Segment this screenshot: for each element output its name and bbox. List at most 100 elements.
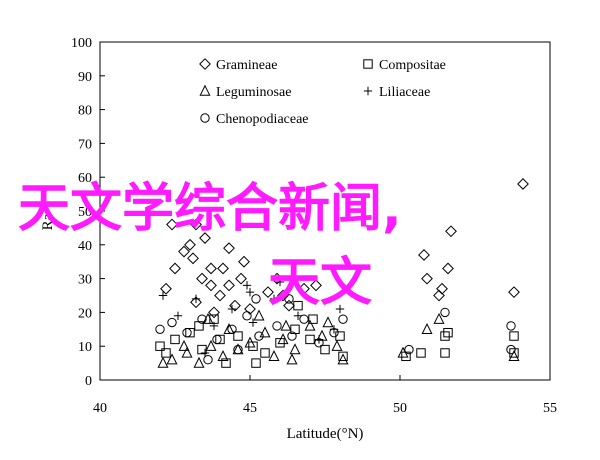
x-axis-title: Latitude(°N): [287, 426, 364, 442]
legend: Gramineae Compositae Leguminosae Liliaceae C…: [199, 58, 446, 127]
compositae-point: [221, 358, 231, 368]
compositae-point: [155, 341, 165, 351]
chenopodiaceae-point: [233, 344, 243, 355]
legend-marker-leguminosae: [199, 84, 211, 96]
series-leguminosae: [157, 309, 520, 368]
y-tick-label: 60: [78, 171, 92, 186]
liliaceae-point: [173, 311, 183, 320]
gramineae-point: [262, 286, 274, 299]
x-tick-label: 50: [393, 401, 407, 416]
gramineae-point: [160, 282, 172, 295]
leguminosae-point: [157, 356, 169, 368]
chenopodiaceae-point: [167, 317, 177, 328]
y-tick-label: 40: [78, 239, 92, 254]
series-compositae: [155, 300, 519, 368]
gramineae-point: [235, 272, 247, 285]
leguminosae-point: [223, 322, 235, 334]
chenopodiaceae-point: [203, 355, 213, 365]
liliaceae-point: [275, 277, 285, 287]
y-tick-label: 70: [78, 137, 92, 152]
x-tick-label: 55: [543, 401, 557, 416]
compositae-point: [509, 348, 519, 358]
series-chenopodiaceae: [155, 294, 516, 365]
leguminosae-point: [202, 312, 214, 324]
gramineae-point: [433, 289, 445, 302]
leguminosae-point: [421, 322, 433, 334]
gramineae-point: [205, 262, 217, 275]
data-points: [155, 178, 529, 368]
legend-marker-gramineae: [199, 58, 211, 70]
chenopodiaceae-point: [197, 314, 207, 324]
chenopodiaceae-point: [254, 331, 264, 341]
compositae-point: [305, 334, 315, 345]
legend-label-liliaceae: Liliaceae: [379, 85, 430, 100]
leguminosae-point: [178, 339, 190, 351]
leguminosae-point: [193, 356, 205, 368]
liliaceae-point: [245, 287, 255, 297]
liliaceae-point: [335, 304, 345, 314]
gramineae-point: [187, 252, 199, 265]
liliaceae-point: [200, 348, 210, 358]
legend-marker-compositae: [363, 59, 373, 69]
leguminosae-point: [166, 353, 178, 365]
liliaceae-point: [227, 304, 237, 314]
legend-label-chenopodiaceae: Chenopodiaceae: [216, 112, 309, 127]
gramineae-point: [166, 218, 178, 231]
chenopodiaceae-point: [227, 324, 237, 334]
series-liliaceae: [158, 277, 345, 358]
leguminosae-point: [259, 326, 271, 338]
liliaceae-point: [158, 291, 168, 300]
leguminosae-point: [181, 346, 193, 358]
gramineae-point: [190, 296, 202, 309]
series-gramineae: [160, 178, 529, 319]
compositae-point: [251, 358, 261, 368]
legend-label-leguminosae: Leguminosae: [216, 85, 291, 100]
liliaceae-point: [242, 281, 252, 290]
y-tick-label: 90: [78, 70, 92, 85]
gramineae-point: [217, 262, 229, 275]
leguminosae-point: [508, 350, 520, 362]
leguminosae-point: [205, 339, 217, 351]
x-tick-label: 45: [243, 401, 257, 416]
gramineae-point: [271, 272, 283, 285]
gramineae-point: [238, 255, 250, 268]
chenopodiaceae-point: [242, 311, 252, 321]
compositae-point: [185, 327, 195, 338]
chenopodiaceae-point: [329, 327, 339, 338]
leguminosae-point: [322, 316, 334, 328]
gramineae-point: [277, 289, 289, 302]
leguminosae-point: [244, 336, 256, 348]
compositae-point: [335, 331, 345, 341]
gramineae-point: [199, 232, 211, 244]
compositae-point: [170, 334, 180, 345]
y-tick-label: 80: [78, 104, 92, 119]
gramineae-point: [205, 279, 217, 292]
chenopodiaceae-point: [287, 331, 297, 341]
chenopodiaceae-point: [299, 314, 309, 324]
compositae-point: [233, 331, 243, 341]
y-tick-label: 0: [85, 374, 92, 389]
y-tick-label: 100: [71, 36, 92, 51]
leguminosae-point: [331, 339, 343, 351]
compositae-point: [293, 300, 303, 311]
leguminosae-point: [286, 353, 298, 365]
gramineae-point: [229, 299, 241, 312]
liliaceae-point: [191, 294, 201, 304]
chenopodiaceae-point: [506, 344, 516, 355]
compositae-point: [275, 338, 285, 348]
chenopodiaceae-point: [155, 324, 165, 334]
chenopodiaceae-point: [506, 321, 516, 331]
gramineae-point: [196, 272, 208, 285]
chenopodiaceae-point: [338, 314, 348, 324]
chenopodiaceae-point: [272, 321, 282, 331]
leguminosae-point: [304, 319, 316, 331]
leguminosae-point: [253, 309, 265, 321]
leguminosae-point: [337, 353, 349, 365]
legend-label-compositae: Compositae: [379, 58, 446, 73]
y-axis-title: Ra: [40, 213, 56, 230]
gramineae-point: [244, 303, 256, 315]
chenopodiaceae-point: [404, 344, 414, 355]
y-tick-label: 30: [78, 273, 92, 288]
chenopodiaceae-point: [440, 307, 450, 318]
